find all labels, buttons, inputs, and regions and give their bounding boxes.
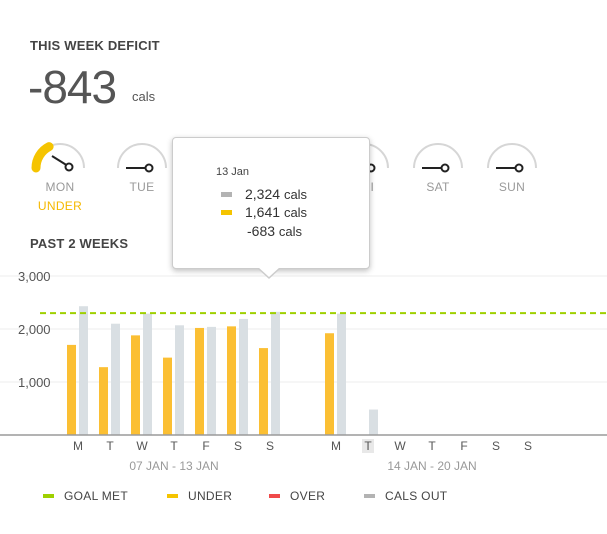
deficit-unit: cals	[132, 89, 156, 104]
y-tick-label: 2,000	[18, 322, 51, 337]
bar-cals-out[interactable]	[207, 326, 216, 435]
bar-cals-out[interactable]	[271, 311, 280, 435]
bar-under[interactable]	[163, 357, 172, 435]
tooltip-difference: -683 cals	[247, 223, 303, 239]
legend-swatch-icon	[269, 493, 280, 498]
y-tick-label: 1,000	[18, 375, 51, 390]
x-tick-label: T	[428, 439, 436, 453]
legend-label: GOAL MET	[64, 489, 128, 503]
x-tick-label: W	[136, 439, 148, 453]
x-tick-label: S	[234, 439, 242, 453]
bar-cals-out[interactable]	[143, 313, 152, 435]
legend-item-over[interactable]: OVER	[269, 489, 325, 503]
legend-item-goal-met[interactable]: GOAL MET	[43, 489, 128, 503]
x-tick-label: T	[170, 439, 178, 453]
legend-swatch-icon	[43, 493, 54, 498]
gauge-tue: TUE	[112, 136, 172, 194]
legend-label: CALS OUT	[385, 489, 448, 503]
bar-under[interactable]	[67, 344, 76, 435]
bar-under[interactable]	[131, 335, 140, 435]
week-range-label: 07 JAN - 13 JAN	[129, 459, 218, 473]
bar-cals-out[interactable]	[175, 325, 184, 435]
x-tick-label: T	[364, 439, 372, 453]
bar-cals-out[interactable]	[369, 409, 378, 435]
deficit-label: THIS WEEK DEFICIT	[30, 38, 160, 53]
deficit-value: -843	[28, 61, 117, 113]
gauge-day-label: SUN	[498, 180, 526, 194]
calorie-bar-chart: 1,000 2,000 3,000 M T W T F S S M T W T F S S 07 JAN - 13…	[0, 269, 607, 473]
gauge-dial-icon	[487, 143, 537, 173]
legend-item-under[interactable]: UNDER	[167, 489, 232, 503]
cals-out-swatch-icon	[221, 191, 232, 197]
bar-cals-out[interactable]	[79, 306, 88, 435]
gauge-dial-icon	[117, 143, 167, 173]
day-tooltip: 13 Jan 2,324 cals 1,641 cals -683 cals	[172, 137, 370, 279]
x-tick-label: F	[202, 439, 209, 453]
x-tick-label: S	[492, 439, 500, 453]
tooltip-cals-in: 1,641 cals	[221, 204, 307, 220]
bar-cals-out[interactable]	[111, 323, 120, 435]
bar-under[interactable]	[259, 348, 268, 435]
x-tick-label: S	[524, 439, 532, 453]
legend-item-cals-out[interactable]: CALS OUT	[364, 489, 447, 503]
x-tick-label: S	[266, 439, 274, 453]
x-tick-label: M	[73, 439, 83, 453]
gauge-mon: MON UNDER	[30, 136, 90, 213]
gauge-sat: SAT	[408, 136, 468, 194]
gauge-day-label: MON	[45, 180, 75, 194]
legend-swatch-icon	[364, 493, 375, 498]
gauge-day-label: SAT	[426, 180, 450, 194]
bar-under[interactable]	[99, 367, 108, 435]
x-tick-highlight	[362, 439, 374, 453]
gauge-day-label: TUE	[129, 180, 155, 194]
bar-cals-out[interactable]	[337, 313, 346, 435]
bar-under[interactable]	[325, 333, 334, 435]
gauge-status-label: UNDER	[37, 199, 83, 213]
gauge-dial-icon	[31, 142, 85, 173]
legend-swatch-icon	[167, 493, 178, 498]
x-tick-label: F	[460, 439, 467, 453]
week-range-label: 14 JAN - 20 JAN	[387, 459, 476, 473]
y-tick-label: 3,000	[18, 269, 51, 284]
past-weeks-label: PAST 2 WEEKS	[30, 236, 129, 251]
tooltip-cals-out: 2,324 cals	[221, 186, 307, 202]
gauge-dial-icon	[413, 143, 463, 173]
bar-under[interactable]	[195, 327, 204, 435]
gauge-sun: SUN	[482, 136, 542, 194]
bar-cals-out[interactable]	[239, 318, 248, 435]
x-tick-label: W	[394, 439, 406, 453]
cals-in-swatch-icon	[221, 209, 232, 215]
x-tick-label: M	[331, 439, 341, 453]
legend-label: OVER	[290, 489, 326, 503]
bar-under[interactable]	[227, 326, 236, 435]
x-tick-label: T	[106, 439, 114, 453]
legend-label: UNDER	[188, 489, 233, 503]
tooltip-date: 13 Jan	[216, 166, 250, 178]
